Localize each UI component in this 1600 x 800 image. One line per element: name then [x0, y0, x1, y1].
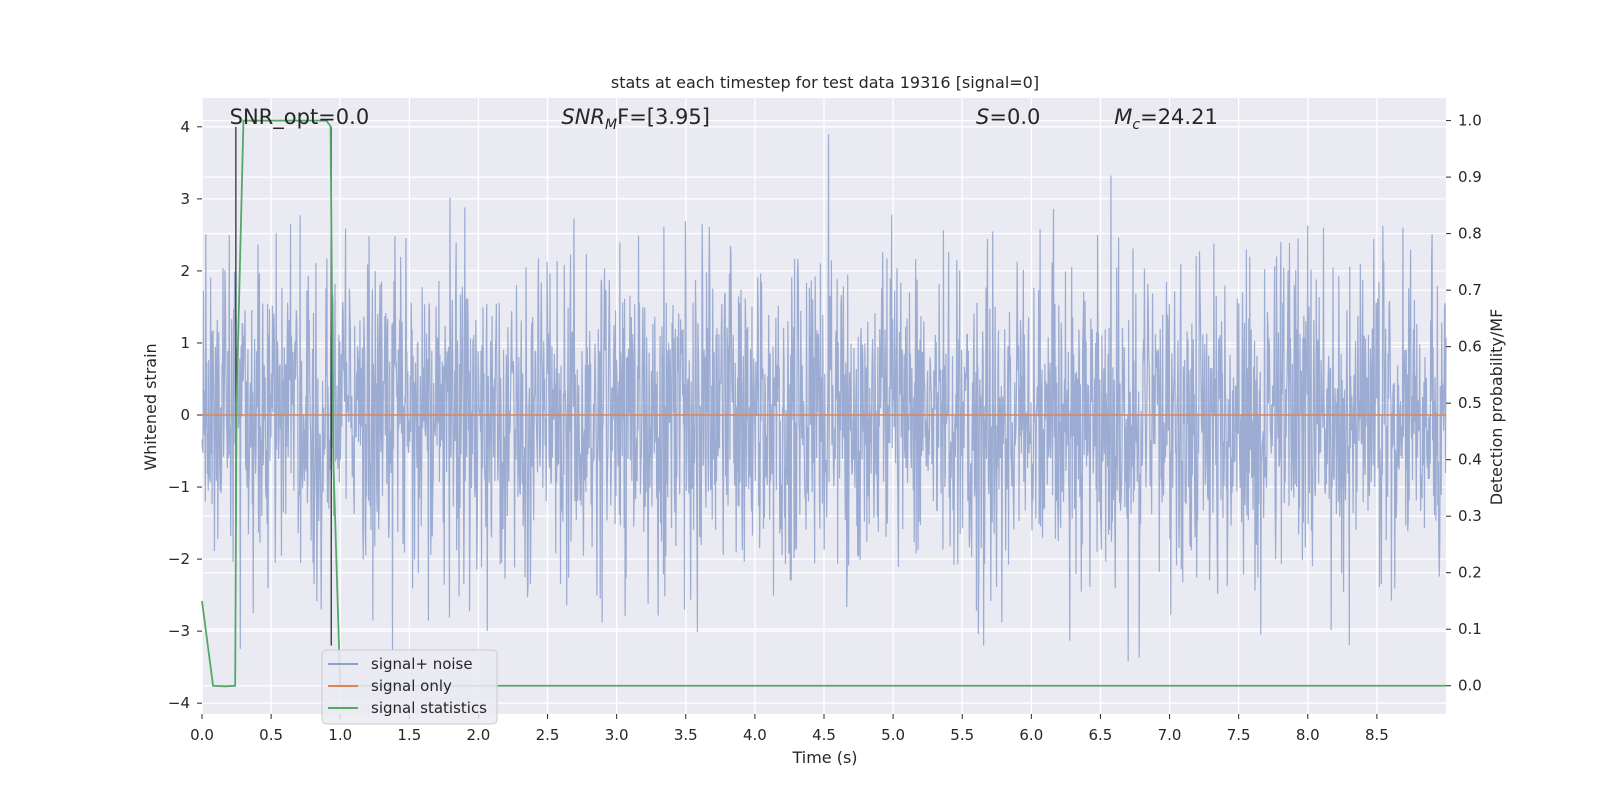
legend-label-signal-noise: signal+ noise — [371, 655, 473, 673]
y-tick-label: −3 — [168, 622, 190, 640]
y-right-tick-label: 1.0 — [1458, 112, 1482, 130]
x-tick-label: 4.5 — [812, 726, 836, 744]
y-right-tick-labels: 1.0 0.9 0.8 0.7 0.6 0.5 0.4 0.3 0.2 0.1 0.0 — [1446, 112, 1482, 695]
x-tick-label: 1.5 — [397, 726, 421, 744]
x-axis-label: Time (s) — [791, 748, 857, 767]
x-tick-label: 2.0 — [467, 726, 491, 744]
y-right-tick-label: 0.9 — [1458, 168, 1482, 186]
x-tick-label: 2.5 — [536, 726, 560, 744]
x-tick-label: 7.5 — [1227, 726, 1251, 744]
y-right-tick-label: 0.7 — [1458, 281, 1482, 299]
y-tick-label: 2 — [180, 262, 190, 280]
grid — [201, 98, 1446, 714]
series-signal-statistics — [201, 119, 1446, 688]
y-right-tick-label: 0.8 — [1458, 225, 1482, 243]
noise-line — [201, 134, 1447, 662]
x-tick-label: 5.5 — [950, 726, 974, 744]
annotation-1: SNRMF=[3.95] — [561, 105, 710, 133]
y-tick-label: 4 — [180, 118, 190, 136]
y-tick-label: 3 — [180, 190, 190, 208]
y-right-tick-label: 0.5 — [1458, 394, 1482, 412]
legend-label-signal-only: signal only — [371, 677, 452, 695]
x-tick-label: 8.5 — [1365, 726, 1389, 744]
x-tick-label: 4.0 — [743, 726, 767, 744]
annotation-0: SNR_opt=0.0 — [230, 105, 370, 130]
x-tick-label: 0.5 — [259, 726, 283, 744]
legend-label-signal-statistics: signal statistics — [371, 699, 487, 717]
y-right-axis-label: Detection probability/MF — [1487, 309, 1506, 506]
x-tick-label: 0.0 — [190, 726, 214, 744]
legend-box — [321, 649, 498, 725]
y-right-tick-label: 0.3 — [1458, 507, 1482, 525]
x-tick-label: 7.0 — [1158, 726, 1182, 744]
y-tick-label: −4 — [168, 694, 190, 712]
y-tick-label: −1 — [168, 478, 190, 496]
y-axis-label: Whitened strain — [141, 343, 160, 470]
series-signal-noise — [201, 134, 1447, 662]
x-tick-label: 5.0 — [881, 726, 905, 744]
x-tick-label: 8.0 — [1296, 726, 1320, 744]
x-tick-label: 3.0 — [605, 726, 629, 744]
annotation-3: Mc=24.21 — [1114, 105, 1218, 133]
signal-statistics-line — [201, 119, 1446, 688]
x-tick-label: 1.0 — [328, 726, 352, 744]
y-right-tick-label: 0.2 — [1458, 564, 1482, 582]
annotation-2: S=0.0 — [976, 105, 1040, 129]
y-tick-label: 0 — [180, 406, 190, 424]
y-right-tick-label: 0.0 — [1458, 677, 1482, 695]
annotations: SNR_opt=0.0 SNRMF=[3.95] S=0.0 Mc=24.21 — [230, 105, 1218, 133]
y-tick-label: 1 — [180, 334, 190, 352]
x-tick-label: 6.0 — [1019, 726, 1043, 744]
chart-title: stats at each timestep for test data 193… — [611, 73, 1039, 92]
y-right-tick-label: 0.6 — [1458, 338, 1482, 356]
y-tick-label: −2 — [168, 550, 190, 568]
x-tick-label: 3.5 — [674, 726, 698, 744]
legend: signal+ noise signal only signal statist… — [321, 649, 498, 725]
x-tick-label: 6.5 — [1089, 726, 1113, 744]
y-right-tick-label: 0.1 — [1458, 620, 1482, 638]
x-tick-labels: 0.0 0.5 1.0 1.5 2.0 2.5 3.0 3.5 4.0 4.5 5.0 5.5 6.0 6… — [190, 714, 1389, 744]
y-tick-labels: 4 3 2 1 0 −1 −2 −3 −4 — [168, 118, 202, 712]
y-right-tick-label: 0.4 — [1458, 451, 1482, 469]
